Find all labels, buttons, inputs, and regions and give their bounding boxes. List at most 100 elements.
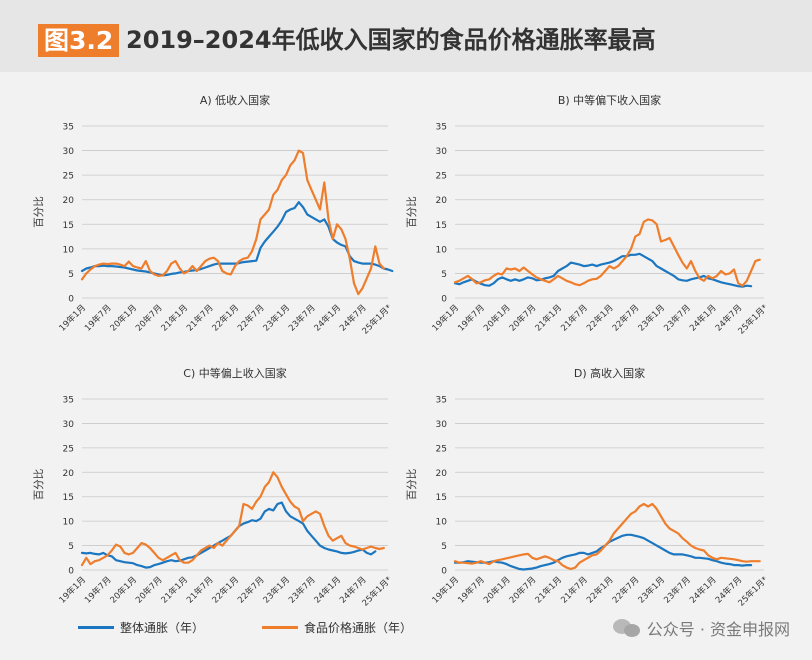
y-tick-label: 20: [63, 196, 75, 206]
x-tick-label: 21年1月: [533, 302, 564, 333]
x-tick-label: 21年1月: [159, 574, 190, 605]
y-tick-label: 15: [436, 493, 447, 503]
watermark: 公众号 · 资金申报网: [612, 614, 790, 642]
y-tick-label: 25: [436, 444, 447, 454]
x-tick-label: 22年1月: [584, 574, 615, 605]
y-tick-label: 30: [63, 147, 75, 157]
x-tick-label: 21年7月: [559, 574, 590, 605]
y-tick-label: 0: [68, 295, 74, 305]
x-tick-label: 21年7月: [184, 574, 215, 605]
x-tick-label: 24年1月: [312, 302, 343, 333]
x-tick-label: 20年7月: [507, 302, 538, 333]
y-axis-label: 百分比: [405, 469, 418, 501]
y-tick-label: 25: [63, 172, 74, 182]
y-tick-label: 35: [63, 123, 74, 133]
y-tick-label: 30: [436, 420, 448, 430]
y-tick-label: 35: [436, 123, 447, 133]
x-tick-label: 21年1月: [533, 574, 564, 605]
legend-overall: 整体通胀（年）: [78, 618, 204, 636]
y-tick-label: 20: [436, 469, 448, 479]
y-tick-label: 10: [63, 518, 75, 528]
y-tick-label: 35: [436, 396, 447, 406]
y-tick-label: 15: [436, 221, 447, 231]
y-tick-label: 25: [436, 172, 447, 182]
legend-food-swatch: [262, 625, 298, 629]
x-tick-label: 21年7月: [559, 302, 590, 333]
y-tick-label: 0: [68, 567, 74, 577]
x-tick-label: 20年7月: [133, 574, 164, 605]
series-line-food: [80, 471, 385, 567]
legend-food-label: 食品价格通胀（年）: [304, 620, 413, 635]
x-tick-label: 22年1月: [210, 574, 241, 605]
y-tick-label: 5: [441, 270, 447, 280]
x-tick-label: 19年1月: [430, 574, 461, 605]
x-tick-label: 22年7月: [235, 574, 266, 605]
y-tick-label: 25: [63, 444, 74, 454]
y-axis-label: 百分比: [405, 196, 418, 228]
y-tick-label: 10: [436, 245, 448, 255]
y-tick-label: 10: [436, 518, 448, 528]
x-tick-label: 22年7月: [610, 574, 641, 605]
x-tick-label: 21年1月: [159, 302, 190, 333]
x-tick-label: 22年7月: [610, 302, 641, 333]
legend-food: 食品价格通胀（年）: [262, 618, 412, 636]
y-tick-label: 20: [436, 196, 448, 206]
watermark-text: 公众号 · 资金申报网: [646, 620, 790, 639]
x-tick-label: 23年7月: [662, 302, 693, 333]
x-tick-label: 23年1月: [636, 302, 667, 333]
panel-title: A) 低收入国家: [200, 93, 270, 107]
y-tick-label: 30: [63, 420, 75, 430]
y-tick-label: 0: [441, 295, 447, 305]
x-tick-label: 23年1月: [261, 302, 292, 333]
series-line-overall: [80, 501, 377, 569]
x-tick-label: 19年7月: [456, 574, 487, 605]
wechat-icon: [612, 617, 641, 639]
x-tick-label: 24年1月: [687, 302, 718, 333]
y-tick-label: 5: [68, 270, 74, 280]
y-tick-label: 5: [68, 542, 74, 552]
x-tick-label: 20年1月: [108, 574, 139, 605]
header: 图3.2 2019–2024年低收入国家的食品价格通胀率最高: [0, 0, 812, 72]
x-tick-label: 23年1月: [261, 574, 292, 605]
x-tick-label: 19年7月: [456, 302, 487, 333]
y-tick-label: 30: [436, 147, 448, 157]
legend-overall-swatch: [78, 625, 114, 629]
y-tick-label: 35: [63, 396, 74, 406]
y-tick-label: 15: [63, 493, 74, 503]
series-line-food: [453, 502, 761, 571]
series-line-food: [80, 149, 385, 296]
x-tick-label: 22年1月: [210, 302, 241, 333]
x-tick-label: 22年7月: [235, 302, 266, 333]
charts-svg: A) 低收入国家05101520253035百分比19年1月19年7月20年1月…: [32, 93, 770, 609]
x-tick-label: 19年7月: [82, 302, 113, 333]
x-tick-label: 19年1月: [57, 574, 88, 605]
y-axis-label: 百分比: [32, 469, 45, 501]
x-tick-label: 19年7月: [82, 574, 113, 605]
x-tick-label: 22年1月: [584, 302, 615, 333]
panel-title: D) 高收入国家: [574, 366, 645, 380]
x-tick-label: 20年1月: [108, 302, 139, 333]
x-tick-label: 21年7月: [184, 302, 215, 333]
y-axis-label: 百分比: [32, 196, 45, 228]
x-tick-label: 23年7月: [286, 574, 317, 605]
legend-overall-label: 整体通胀（年）: [120, 620, 205, 635]
y-tick-label: 0: [441, 567, 447, 577]
figure-title: 2019–2024年低收入国家的食品价格通胀率最高: [126, 26, 656, 54]
x-tick-label: 20年1月: [481, 574, 512, 605]
x-tick-label: 20年7月: [507, 574, 538, 605]
panel-title: C) 中等偏上收入国家: [183, 366, 286, 380]
panel-title: B) 中等偏下收入国家: [558, 93, 661, 107]
x-tick-label: 23年1月: [636, 574, 667, 605]
y-tick-label: 20: [63, 469, 75, 479]
y-tick-label: 15: [63, 221, 74, 231]
x-tick-label: 20年7月: [133, 302, 164, 333]
y-tick-label: 10: [63, 245, 75, 255]
figure-number-badge: 图3.2: [38, 24, 120, 57]
x-tick-label: 23年7月: [286, 302, 317, 333]
x-tick-label: 20年1月: [481, 302, 512, 333]
x-tick-label: 19年1月: [430, 302, 461, 333]
series-line-overall: [453, 252, 753, 288]
series-line-food: [453, 218, 761, 287]
x-tick-label: 19年1月: [57, 302, 88, 333]
x-tick-label: 24年1月: [687, 574, 718, 605]
